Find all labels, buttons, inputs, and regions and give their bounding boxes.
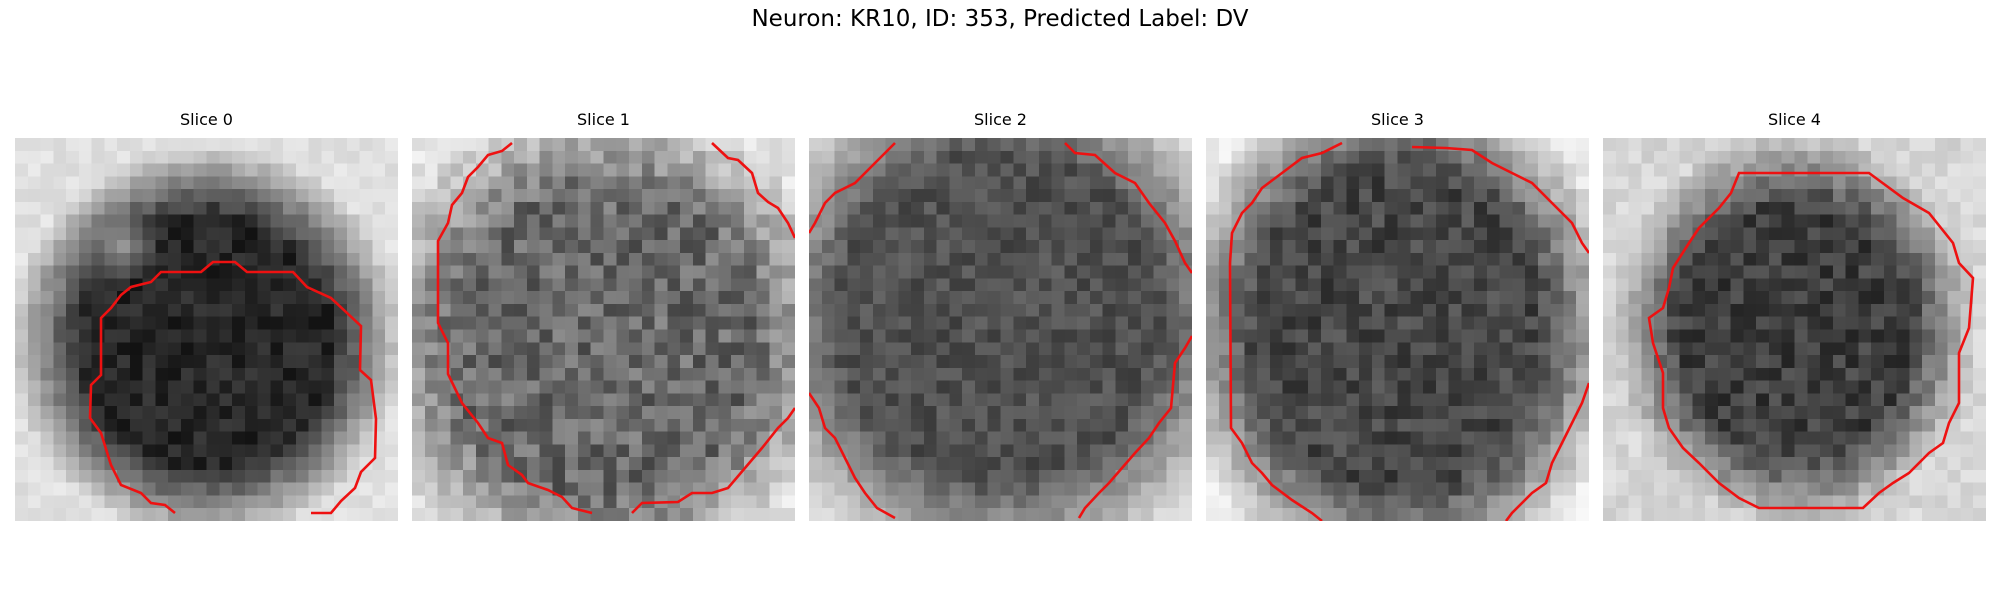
slice-panel-4: Slice 4: [1603, 110, 1986, 521]
slice-panel-3: Slice 3: [1206, 110, 1589, 521]
slice-title: Slice 2: [974, 110, 1027, 129]
slice-panel-0: Slice 0: [15, 110, 398, 521]
microscopy-image: [1206, 138, 1589, 521]
slice-image-4: [1603, 138, 1986, 521]
slice-panel-1: Slice 1: [412, 110, 795, 521]
slice-title: Slice 1: [577, 110, 630, 129]
slice-title: Slice 0: [180, 110, 233, 129]
slice-panel-2: Slice 2: [809, 110, 1192, 521]
slice-title: Slice 4: [1768, 110, 1821, 129]
slice-image-2: [809, 138, 1192, 521]
microscopy-image: [1603, 138, 1986, 521]
slice-title: Slice 3: [1371, 110, 1424, 129]
slice-image-3: [1206, 138, 1589, 521]
slice-image-1: [412, 138, 795, 521]
roi-contour: [88, 260, 378, 515]
roi-contour: [436, 141, 795, 515]
microscopy-image: [15, 138, 398, 521]
microscopy-image: [809, 138, 1192, 521]
roi-contour: [809, 142, 1192, 520]
roi-contour: [1647, 171, 1975, 510]
microscopy-image: [412, 138, 795, 521]
figure-title: Neuron: KR10, ID: 353, Predicted Label: …: [751, 6, 1249, 32]
slice-image-0: [15, 138, 398, 521]
roi-contour: [1228, 141, 1589, 521]
